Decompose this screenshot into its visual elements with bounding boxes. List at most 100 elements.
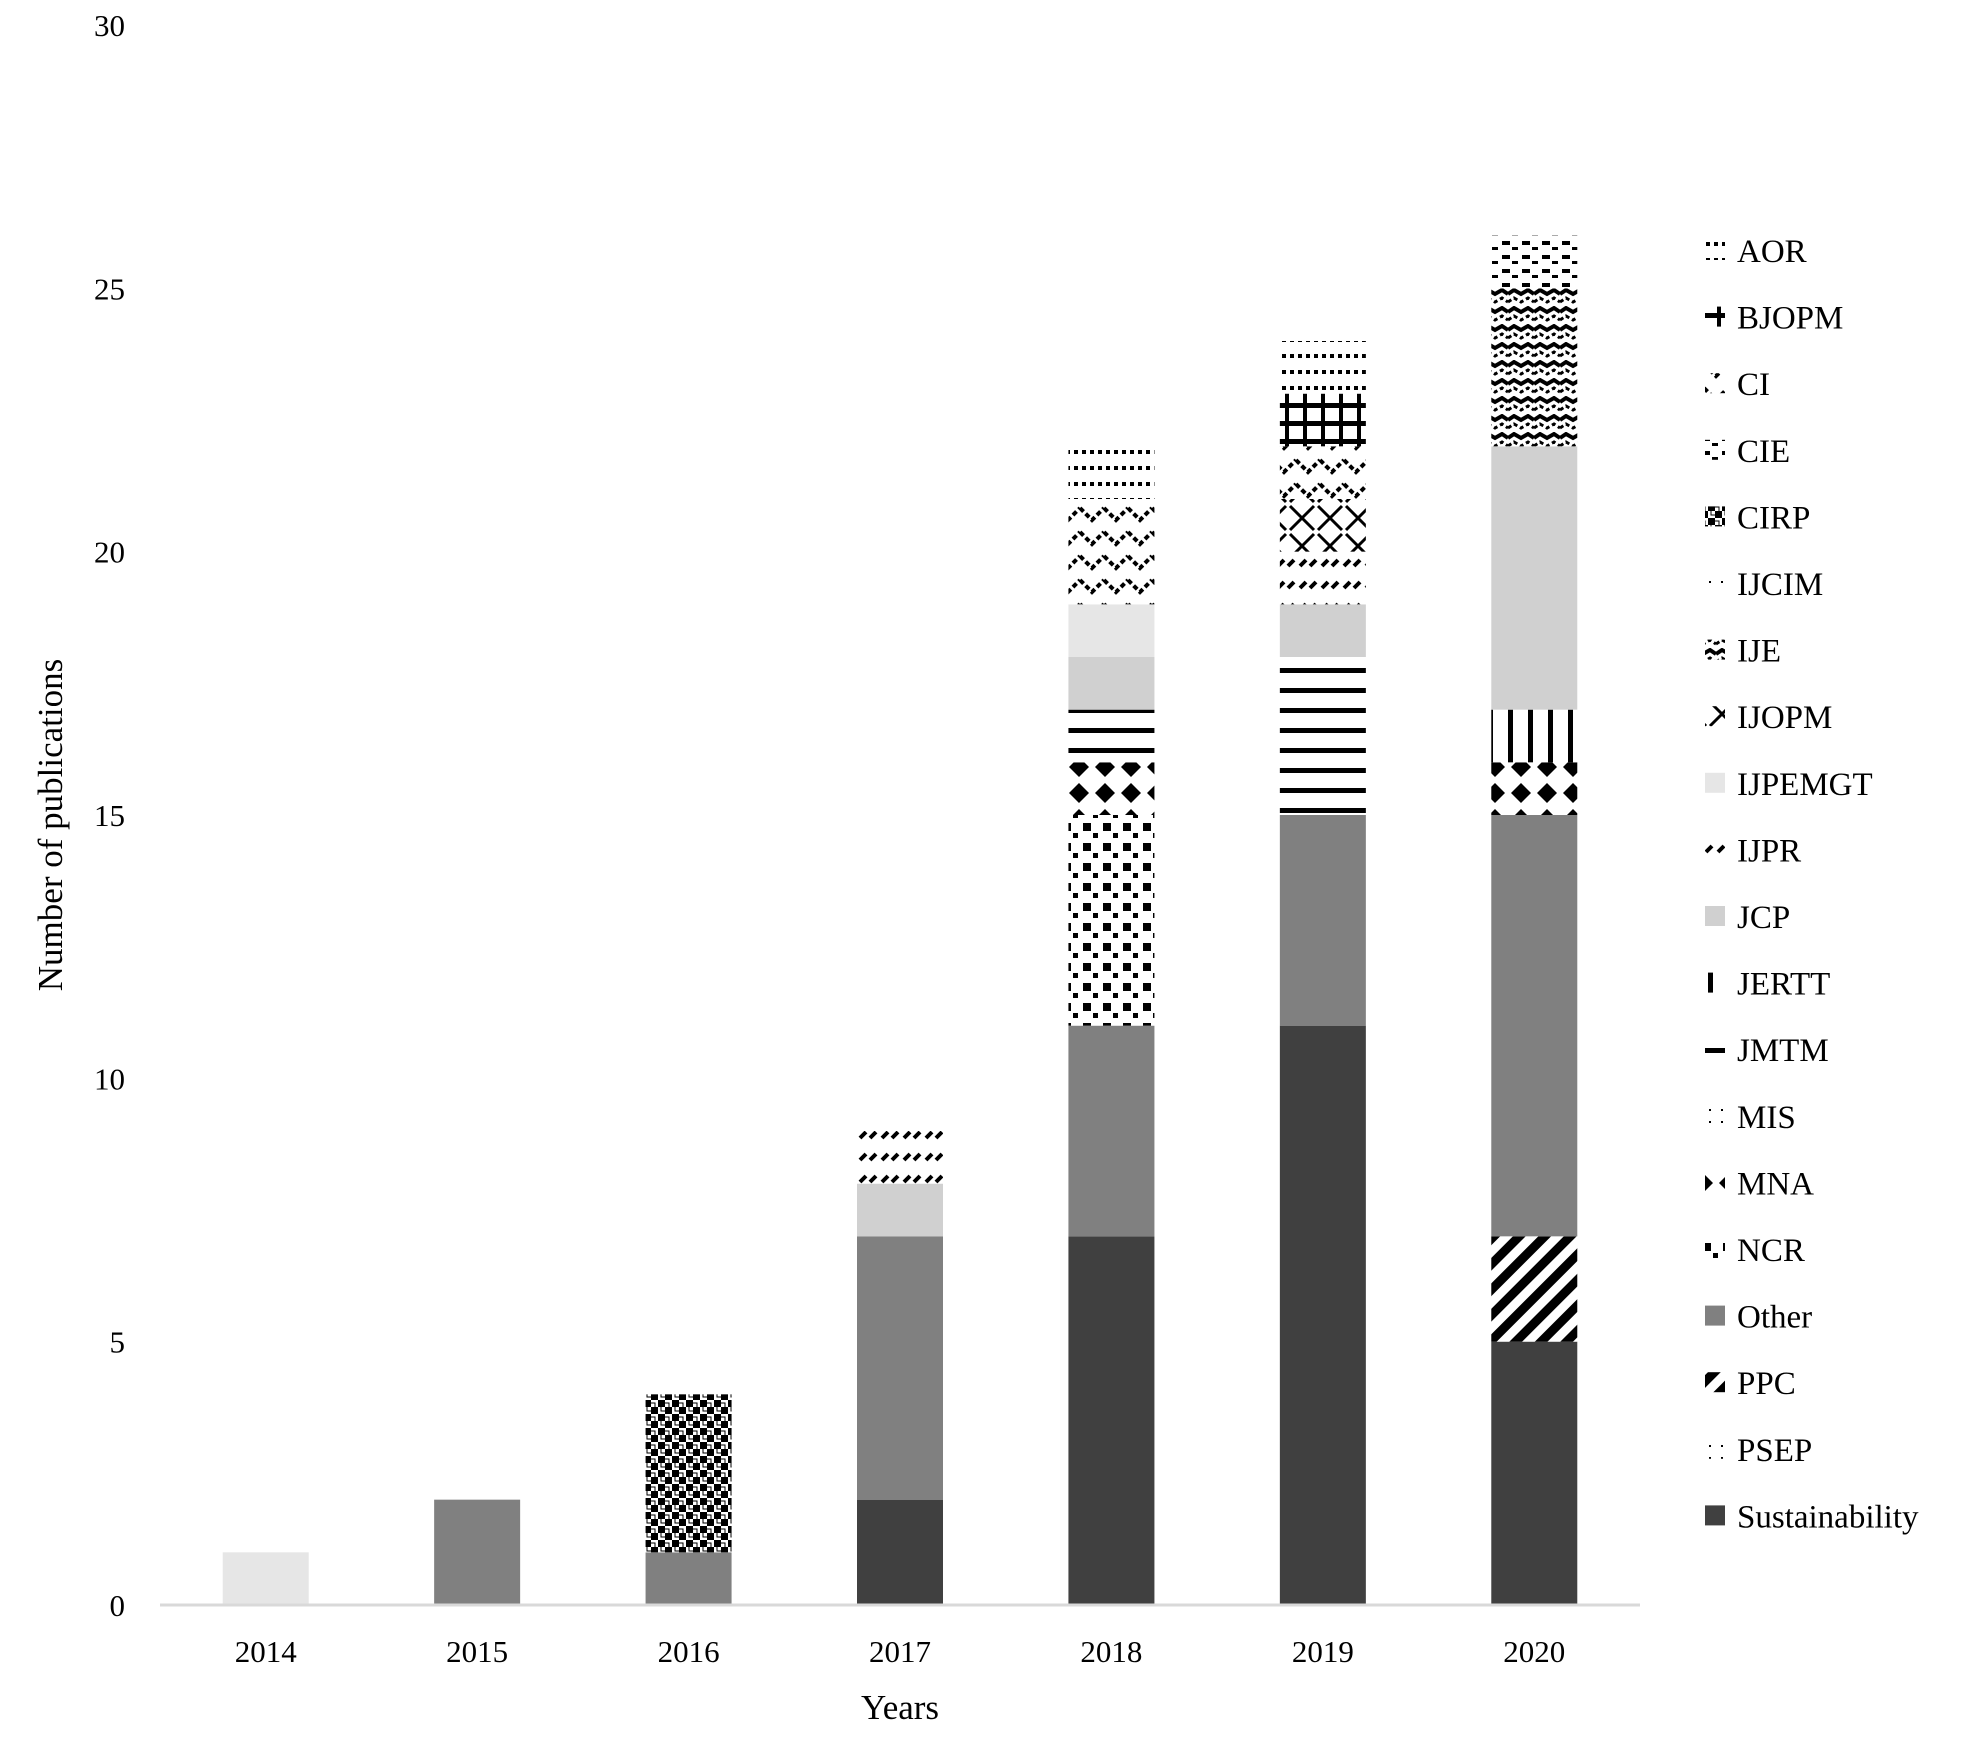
legend-item: JCP [1705, 900, 1790, 936]
legend-swatch [1705, 1372, 1725, 1393]
x-tick-label: 2019 [1292, 1634, 1354, 1669]
legend-swatch [1705, 439, 1725, 460]
legend-label: JERTT [1737, 967, 1830, 1003]
bar-segment [1491, 235, 1578, 289]
legend-item: NCR [1705, 1233, 1805, 1269]
bar-segment [1279, 1025, 1366, 1605]
bar-segment [1279, 499, 1366, 552]
bar-segment [1491, 1341, 1578, 1605]
legend-swatch [1705, 240, 1725, 260]
legend-label: CIE [1737, 434, 1790, 470]
legend-swatch [1705, 839, 1725, 860]
bar-segment [1279, 393, 1366, 447]
legend-label: NCR [1737, 1233, 1805, 1269]
legend-item: Sustainability [1705, 1499, 1919, 1535]
bar-segment [1491, 446, 1578, 710]
legend-item: CI [1705, 367, 1770, 403]
legend-item: IJPEMGT [1705, 767, 1873, 803]
y-tick-label: 0 [110, 1588, 126, 1623]
legend-swatch [1705, 1239, 1725, 1259]
y-tick-label: 10 [94, 1061, 125, 1096]
bar-segment [1068, 762, 1155, 815]
legend-swatch [1705, 1105, 1725, 1126]
legend-item: MIS [1705, 1100, 1796, 1136]
legend-swatch [1705, 573, 1725, 593]
legend-item: BJOPM [1705, 301, 1843, 337]
bar-segment [857, 1131, 943, 1184]
legend-item: IJOPM [1705, 700, 1832, 736]
bar-segment [1068, 446, 1155, 499]
bar-segment [434, 1499, 521, 1605]
legend-label: IJE [1737, 634, 1781, 670]
x-tick-label: 2015 [446, 1634, 508, 1669]
bar-segment [1068, 1025, 1155, 1237]
legend-item: PPC [1705, 1366, 1796, 1402]
x-tick-label: 2018 [1080, 1634, 1142, 1669]
legend-label: MIS [1737, 1100, 1796, 1136]
bar-segment [1068, 657, 1155, 710]
x-axis: 2014 2015 2016 2017 2018 2019 2020 [235, 1634, 1566, 1669]
legend-swatch [1705, 639, 1725, 660]
legend-label: JMTM [1737, 1033, 1829, 1069]
bar-segment [222, 1552, 309, 1605]
bar-segment [1279, 604, 1366, 657]
legend-swatch [1705, 1305, 1725, 1326]
legend-label: BJOPM [1737, 301, 1843, 337]
bar-segment [1068, 709, 1155, 763]
x-tick-label: 2020 [1503, 1634, 1565, 1669]
bar-segment [1491, 815, 1578, 1237]
bar-segment [1068, 604, 1155, 657]
legend-swatch [1705, 772, 1725, 793]
legend-swatch [1705, 1039, 1725, 1060]
bar-segment [645, 1552, 732, 1605]
legend-item: CIRP [1705, 500, 1810, 536]
legend-item: MNA [1705, 1166, 1814, 1202]
legend-label: MNA [1737, 1166, 1814, 1202]
legend-item: Other [1705, 1300, 1812, 1336]
legend-swatch [1705, 1505, 1725, 1526]
x-axis-title: Years [861, 1688, 939, 1727]
bar-segment [1491, 709, 1578, 763]
legend-item: IJPR [1705, 833, 1801, 869]
bar-segment [1068, 815, 1155, 1026]
bar-segment [645, 1394, 732, 1553]
legend-swatch [1705, 306, 1725, 327]
legend-item: IJCIM [1705, 567, 1823, 603]
y-tick-label: 25 [94, 271, 125, 306]
y-axis: 0 5 10 15 20 25 30 [94, 8, 125, 1623]
y-axis-title: Number of publications [31, 659, 70, 991]
y-tick-label: 5 [110, 1325, 126, 1360]
legend-label: AOR [1737, 234, 1807, 270]
bar-segment [1279, 341, 1366, 394]
y-tick-label: 30 [94, 8, 125, 43]
bar-segment [1068, 1236, 1155, 1605]
legend-item: JERTT [1705, 967, 1830, 1003]
bar-segment [857, 1236, 943, 1500]
legend: AOR BJOPM CI CIE CIRP IJCIM IJE IJOPM IJPEMGT IJP… [1705, 234, 1919, 1535]
legend-swatch [1705, 1438, 1725, 1459]
x-tick-label: 2016 [658, 1634, 720, 1669]
bar-segment [1279, 446, 1366, 499]
legend-label: PSEP [1737, 1433, 1812, 1469]
bar-segment [1491, 762, 1578, 815]
y-tick-label: 20 [94, 535, 125, 570]
legend-swatch [1705, 906, 1725, 926]
legend-label: Other [1737, 1300, 1812, 1336]
legend-label: IJPEMGT [1737, 767, 1873, 803]
bar-segment [857, 1499, 943, 1605]
legend-label: IJOPM [1737, 700, 1832, 736]
legend-swatch [1705, 706, 1725, 727]
legend-item: PSEP [1705, 1433, 1812, 1469]
legend-item: AOR [1705, 234, 1807, 270]
y-tick-label: 15 [94, 798, 125, 833]
legend-swatch [1705, 506, 1725, 527]
legend-label: IJCIM [1737, 567, 1823, 603]
bar-segment [857, 1183, 943, 1237]
legend-swatch [1705, 373, 1725, 394]
legend-label: CIRP [1737, 500, 1810, 536]
legend-label: IJPR [1737, 833, 1801, 869]
bar-segment [1491, 1236, 1578, 1342]
legend-label: CI [1737, 367, 1770, 403]
bar-segment [1068, 499, 1155, 605]
legend-swatch [1705, 972, 1725, 993]
